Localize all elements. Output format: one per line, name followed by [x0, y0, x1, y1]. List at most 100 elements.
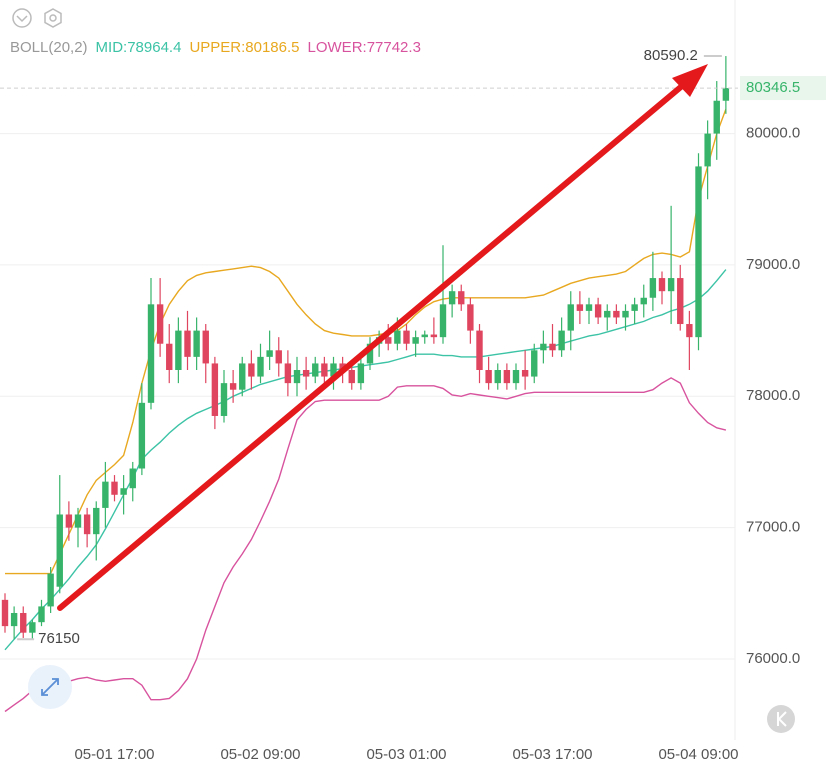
expand-icon: [41, 678, 59, 696]
candle-body: [111, 481, 118, 495]
candle-body: [20, 612, 27, 633]
candle-body: [248, 363, 255, 377]
candle-body: [29, 622, 36, 633]
last-price-label: 80346.5: [746, 79, 800, 96]
y-tick-label: 79000.0: [746, 256, 800, 273]
candle-body: [521, 370, 529, 377]
candle-body: [667, 278, 675, 292]
trend-arrow: [57, 64, 708, 611]
candle-body: [549, 343, 556, 351]
candle-body: [403, 330, 410, 344]
candle-body: [567, 304, 574, 331]
low-label: 76150: [38, 630, 80, 647]
candle-body: [695, 166, 702, 338]
candle-body: [722, 88, 730, 101]
candle-body: [302, 370, 310, 377]
candle-body: [594, 304, 602, 318]
candle-body: [394, 330, 401, 344]
candle-body: [613, 310, 620, 318]
candle-body: [83, 514, 91, 535]
candle-body: [366, 343, 374, 364]
candle-body: [202, 330, 209, 364]
k-button-bg: [767, 705, 795, 733]
k-button[interactable]: [767, 705, 795, 733]
candle-body: [540, 343, 547, 351]
k-button-icon: [777, 711, 787, 727]
y-tick-label: 78000.0: [746, 387, 800, 404]
candle-body: [339, 363, 346, 370]
candle-body: [175, 330, 182, 370]
candle-body: [640, 297, 647, 305]
top-icons: [12, 8, 62, 28]
arrow-head: [672, 64, 708, 97]
x-tick-label: 05-04 09:00: [658, 746, 738, 763]
candle-body: [220, 383, 228, 416]
candle-body: [531, 350, 538, 377]
candle-body: [385, 337, 392, 344]
x-tick-label: 05-03 17:00: [512, 746, 592, 763]
candle-body: [503, 370, 511, 384]
band-line: [4, 377, 727, 713]
candle-body: [147, 304, 155, 403]
candle-body: [485, 370, 492, 384]
candle-body: [658, 278, 666, 292]
candle-body: [467, 304, 474, 331]
candle-body: [312, 363, 319, 377]
collapse-icon[interactable]: [12, 8, 32, 28]
candle-body: [229, 383, 237, 390]
candle-body: [330, 363, 337, 377]
candle-body: [102, 481, 109, 508]
x-tick-label: 05-03 01:00: [366, 746, 446, 763]
candle-body: [421, 334, 428, 338]
candle-body: [275, 350, 282, 364]
candle-body: [439, 304, 447, 338]
arrow-shaft: [57, 83, 685, 611]
candle-body: [512, 370, 520, 384]
candle-body: [677, 278, 684, 325]
candle-body: [65, 514, 73, 528]
settings-icon[interactable]: [44, 8, 62, 28]
candle-body: [585, 304, 593, 311]
candle-body: [430, 334, 438, 338]
x-tick-label: 05-01 17:00: [74, 746, 154, 763]
collapse-chevron: [16, 15, 28, 23]
candle-body: [166, 343, 173, 370]
candle-body: [129, 468, 136, 489]
legend-entry: MID:78964.4: [96, 39, 182, 56]
candle-body: [348, 370, 355, 384]
candle-body: [604, 310, 611, 318]
y-tick-label: 77000.0: [746, 519, 800, 536]
legend-entry: UPPER:80186.5: [189, 39, 299, 56]
candle-body: [1, 599, 9, 627]
candle-body: [649, 278, 657, 298]
candle-body: [193, 330, 200, 357]
candle-body: [10, 612, 18, 627]
candle-body: [321, 363, 328, 377]
candle-body: [284, 363, 292, 384]
candle-body: [704, 133, 711, 167]
candle-body: [47, 573, 54, 607]
candle-body: [686, 324, 693, 338]
candle-body: [412, 337, 419, 344]
candle-body: [266, 350, 273, 357]
candle-body: [476, 330, 483, 370]
candle-body: [120, 488, 127, 495]
candle-body: [622, 310, 629, 318]
band-line: [5, 108, 727, 575]
candle-body: [257, 356, 264, 377]
candle-body: [293, 370, 301, 384]
candle-body: [713, 100, 720, 134]
candle-body: [38, 606, 45, 623]
candle-body: [558, 330, 565, 351]
last-price-box: [740, 76, 826, 101]
legend-entry: LOWER:77742.3: [308, 39, 421, 56]
x-tick-label: 05-02 09:00: [220, 746, 300, 763]
expand-button[interactable]: [28, 665, 72, 709]
candle-body: [156, 304, 164, 344]
candle-body: [458, 291, 465, 305]
candle-body: [357, 363, 365, 384]
candle-body: [448, 291, 456, 305]
settings-dot: [49, 14, 57, 22]
candle-body: [494, 370, 501, 384]
